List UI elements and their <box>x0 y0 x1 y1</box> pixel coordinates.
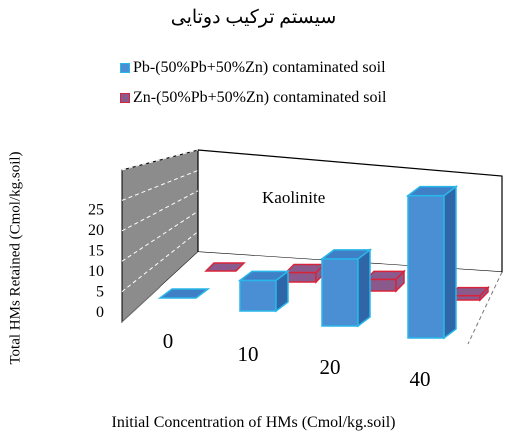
pb-bar-3-front <box>407 194 445 339</box>
pb-bar-0 <box>157 288 211 299</box>
pb-bar-3-side <box>443 185 457 340</box>
chart-annotation: Kaolinite <box>262 188 325 207</box>
pb-bar-1 <box>237 269 291 313</box>
y-tick-label: 20 <box>88 222 104 239</box>
chart-gridlines <box>121 149 199 292</box>
pb-bar-2 <box>319 248 373 328</box>
floor <box>122 252 502 344</box>
legend-item-zn: Zn-(50%Pb+50%Zn) contaminated soil <box>120 88 386 108</box>
x-tick-label: 0 <box>163 329 174 353</box>
pb-bar-1-front <box>239 279 277 312</box>
x-axis-title: Initial Concentration of HMs (Cmol/kg.so… <box>111 414 396 431</box>
legend-item-pb: Pb-(50%Pb+50%Zn) contaminated soil <box>120 58 386 78</box>
pb-bar-2-front <box>321 258 359 327</box>
pb-bar-3 <box>405 185 459 340</box>
zn-bar-1 <box>284 262 326 284</box>
y-tick-label: 0 <box>96 304 104 321</box>
chart-bars <box>157 185 490 340</box>
floor-left-edge <box>121 286 161 323</box>
zn-bar-2-top <box>364 270 406 281</box>
floor-right-edge <box>467 271 503 345</box>
pb-bar-2-top <box>319 249 373 260</box>
zn-bar-0-top <box>204 262 246 272</box>
zn-bar-2 <box>364 269 406 293</box>
x-tick-label: 20 <box>320 355 341 379</box>
x-tick-label: 10 <box>238 342 259 366</box>
y-tick-label: 25 <box>88 202 104 219</box>
y-axis-ticks: 0 5 10 15 20 25 <box>88 202 104 322</box>
legend-swatch-zn <box>120 93 130 103</box>
x-axis-ticks: 0 10 20 40 <box>163 329 431 391</box>
pb-bar-1-top <box>237 270 291 282</box>
gridline <box>121 210 199 262</box>
pb-bar-2-side <box>357 248 371 328</box>
legend-swatch-pb <box>120 63 130 73</box>
zn-bar-0 <box>204 262 246 272</box>
zn-bar-1-front <box>285 271 317 283</box>
legend-label-pb: Pb-(50%Pb+50%Zn) contaminated soil <box>133 59 386 76</box>
pb-bar-0-top <box>157 288 211 299</box>
x-tick-label: 40 <box>410 367 431 391</box>
gridline <box>121 190 199 232</box>
y-tick-label: 5 <box>96 284 104 301</box>
gridline <box>121 231 199 292</box>
y-tick-label: 10 <box>88 263 104 280</box>
gridline <box>121 149 199 171</box>
legend-label-zn: Zn-(50%Pb+50%Zn) contaminated soil <box>133 89 387 106</box>
y-tick-label: 15 <box>88 243 104 260</box>
chart-title: سیستم ترکیب دوتایی <box>170 7 337 28</box>
pb-bar-3-top <box>405 185 459 197</box>
